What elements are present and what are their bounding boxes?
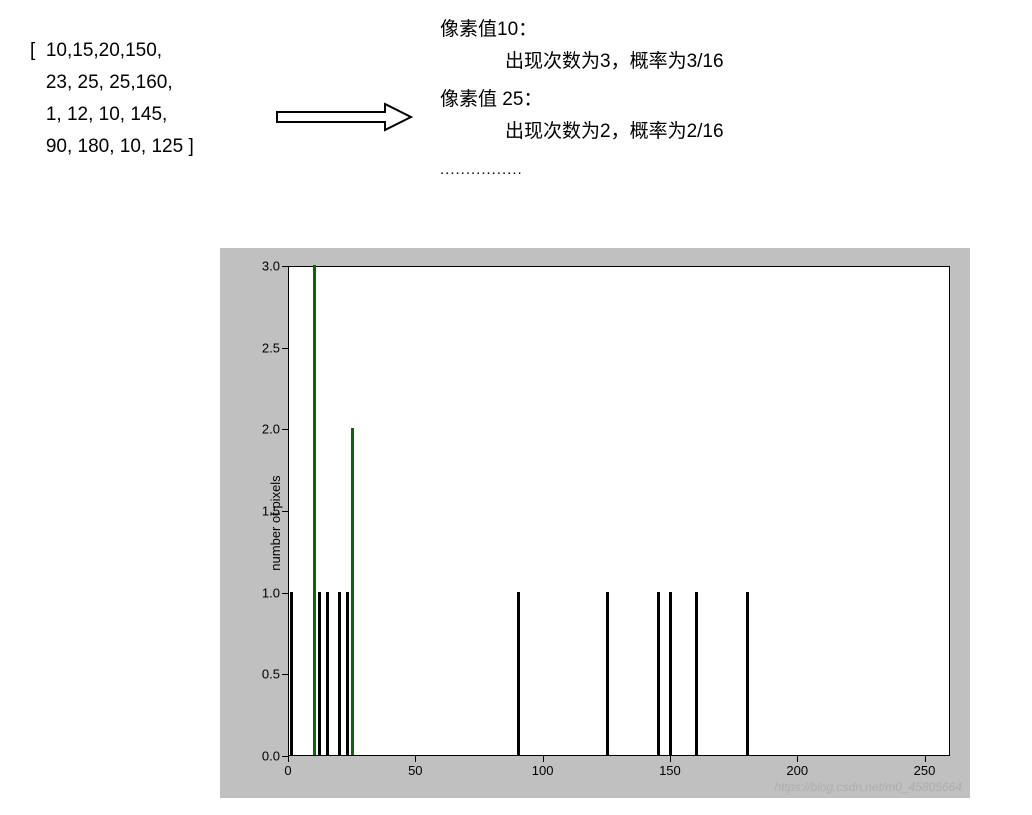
y-tick-mark bbox=[282, 429, 288, 430]
histogram-bar bbox=[351, 428, 354, 755]
pixel-matrix: [ 10,15,20,150, 23, 25, 25,160, 1, 12, 1… bbox=[30, 35, 194, 163]
histogram-bar bbox=[517, 592, 520, 755]
y-tick-mark bbox=[282, 511, 288, 512]
y-tick-label: 0.0 bbox=[262, 749, 280, 764]
arrow-icon bbox=[275, 100, 415, 139]
ellipsis-dots: ................ bbox=[440, 155, 724, 185]
histogram-bar bbox=[326, 592, 329, 755]
matrix-row-2: 23, 25, 25,160, bbox=[30, 67, 194, 99]
y-tick-label: 1.0 bbox=[262, 585, 280, 600]
x-tick-label: 200 bbox=[786, 763, 808, 778]
pixel-value-10-detail: 出现次数为3，概率为3/16 bbox=[440, 47, 724, 77]
histogram-bar bbox=[669, 592, 672, 755]
y-tick-label: 0.5 bbox=[262, 667, 280, 682]
x-tick-label: 100 bbox=[532, 763, 554, 778]
y-axis-label: number of pixels bbox=[268, 475, 283, 570]
histogram-bar bbox=[346, 592, 349, 755]
histogram-bar bbox=[606, 592, 609, 755]
y-tick-label: 1.5 bbox=[262, 504, 280, 519]
y-tick-label: 2.5 bbox=[262, 340, 280, 355]
histogram-bar bbox=[338, 592, 341, 755]
x-tick-mark bbox=[670, 756, 671, 762]
x-tick-label: 50 bbox=[408, 763, 422, 778]
y-tick-mark bbox=[282, 348, 288, 349]
histogram-bar bbox=[318, 592, 321, 755]
y-tick-mark bbox=[282, 266, 288, 267]
y-tick-mark bbox=[282, 593, 288, 594]
matrix-row-1: [ 10,15,20,150, bbox=[30, 35, 194, 67]
explanation-block: 像素值10： 出现次数为3，概率为3/16 像素值 25： 出现次数为2，概率为… bbox=[440, 15, 724, 185]
x-tick-label: 250 bbox=[914, 763, 936, 778]
x-tick-label: 0 bbox=[284, 763, 291, 778]
histogram-bar bbox=[290, 592, 293, 755]
matrix-row-3: 1, 12, 10, 145, bbox=[30, 99, 194, 131]
y-tick-label: 2.0 bbox=[262, 422, 280, 437]
x-tick-mark bbox=[543, 756, 544, 762]
matrix-row-4: 90, 180, 10, 125 ] bbox=[30, 131, 194, 163]
histogram-bar bbox=[695, 592, 698, 755]
watermark-text: https://blog.csdn.net/m0_45805664 bbox=[775, 780, 962, 794]
x-tick-mark bbox=[288, 756, 289, 762]
x-tick-mark bbox=[797, 756, 798, 762]
histogram-bar bbox=[746, 592, 749, 755]
pixel-value-25-label: 像素值 25： bbox=[440, 85, 724, 115]
x-tick-mark bbox=[415, 756, 416, 762]
x-tick-mark bbox=[925, 756, 926, 762]
x-tick-label: 150 bbox=[659, 763, 681, 778]
y-tick-mark bbox=[282, 674, 288, 675]
histogram-chart: number of pixels 0.0 0.5 1.0 1.5 2.0 2.5 3.0 0… bbox=[220, 248, 970, 798]
histogram-bar bbox=[657, 592, 660, 755]
pixel-value-10-label: 像素值10： bbox=[440, 15, 724, 45]
plot-area bbox=[288, 266, 950, 756]
pixel-value-25-detail: 出现次数为2，概率为2/16 bbox=[440, 117, 724, 147]
y-tick-label: 3.0 bbox=[262, 259, 280, 274]
histogram-bar bbox=[313, 265, 316, 755]
